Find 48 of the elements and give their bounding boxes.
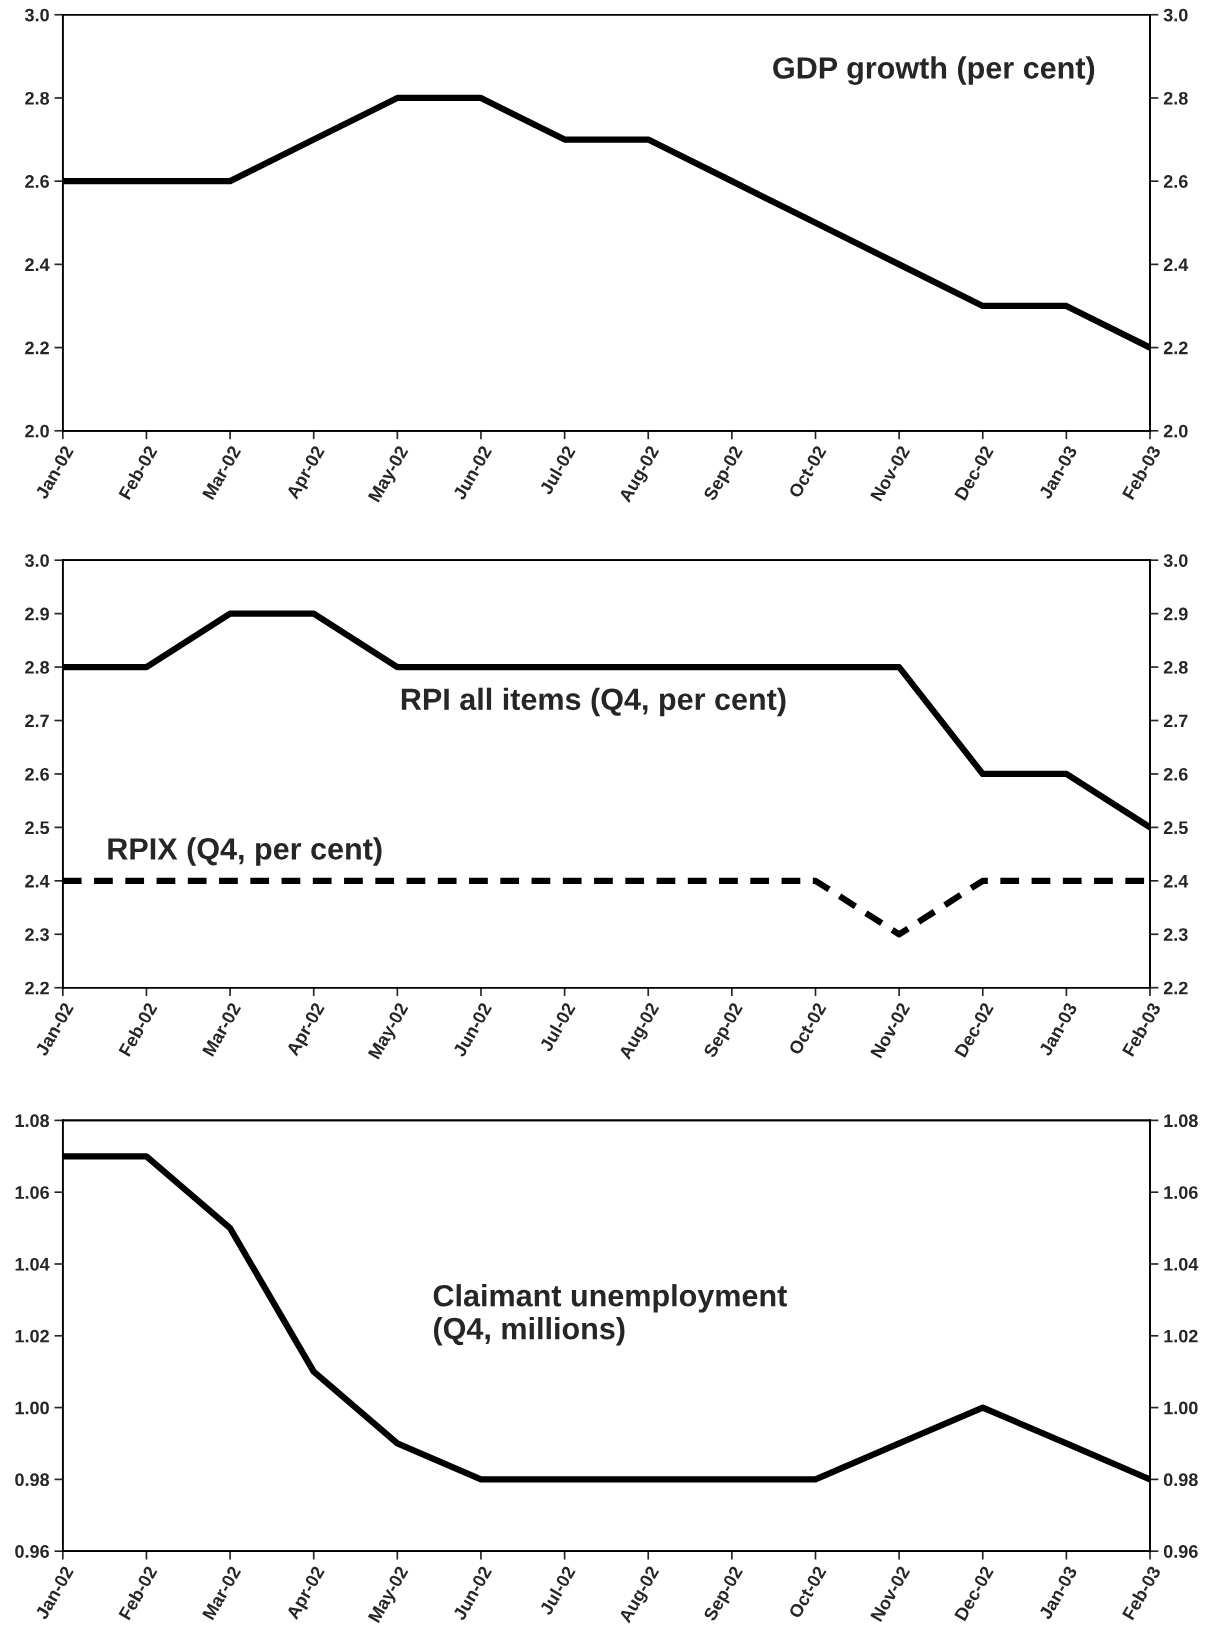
y2-tick-label: 2.6: [1163, 767, 1188, 781]
y2-tick-label: 0.96: [1163, 1545, 1198, 1558]
y2-tick-label: 2.5: [1163, 821, 1188, 835]
y-tick-label: 2.8: [25, 91, 50, 105]
y2-tick-label: 1.04: [1164, 1257, 1199, 1271]
y-tick-label: 2.2: [25, 981, 49, 995]
y-tick-label: 1.06: [15, 1186, 49, 1199]
text: Claimant unemployment (Q4, millions): [433, 1284, 787, 1346]
y-tick-label: 2.8: [25, 661, 50, 674]
y2-tick-label: 3.0: [1163, 8, 1188, 22]
y-tick-label: 2.4: [25, 258, 50, 271]
series-label: RPI all items (Q4, per cent): [401, 687, 786, 717]
y-tick-label: 2.6: [25, 767, 49, 781]
y-tick-label: 2.7: [25, 714, 49, 728]
series-label: RPIX (Q4, per cent): [108, 837, 382, 866]
y2-tick-label: 2.2: [1163, 341, 1188, 355]
y-tick-label: 0.96: [15, 1545, 49, 1558]
y2-tick-label: 1.06: [1164, 1186, 1198, 1199]
y-tick-label: 2.4: [25, 874, 50, 888]
text: GDP growth (per cent): [773, 56, 1095, 85]
y-tick-label: 3.0: [24, 554, 49, 567]
y2-tick-label: 2.7: [1163, 714, 1188, 728]
y2-tick-label: 2.4: [1163, 258, 1189, 271]
y-tick-label: 1.08: [15, 1114, 50, 1128]
y2-tick-label: 3.0: [1163, 554, 1188, 567]
y2-tick-label: 2.2: [1163, 981, 1188, 995]
y-tick-label: 2.9: [25, 607, 49, 621]
y2-tick-label: 2.4: [1163, 874, 1189, 888]
y2-tick-label: 0.98: [1163, 1473, 1198, 1487]
y-tick-label: 2.5: [25, 821, 50, 835]
y-tick-label: 1.00: [15, 1401, 49, 1415]
y2-tick-label: 2.8: [1163, 91, 1188, 105]
y2-tick-label: 1.08: [1164, 1114, 1198, 1128]
y2-tick-label: 2.3: [1163, 928, 1188, 942]
y-tick-label: 2.2: [25, 341, 49, 355]
y-tick-label: 3.0: [24, 8, 49, 22]
y-tick-label: 1.04: [15, 1257, 50, 1271]
y-tick-label: 2.6: [25, 175, 49, 188]
y2-tick-label: 2.8: [1163, 661, 1188, 674]
y2-tick-label: 2.6: [1163, 175, 1188, 188]
y2-tick-label: 2.0: [1163, 424, 1188, 438]
y-tick-label: 2.0: [25, 424, 49, 438]
y-tick-label: 1.02: [15, 1329, 49, 1343]
y-tick-label: 0.98: [15, 1473, 50, 1487]
y2-tick-label: 2.9: [1163, 607, 1188, 621]
y2-tick-label: 1.00: [1164, 1401, 1198, 1415]
y2-tick-label: 1.02: [1164, 1329, 1198, 1343]
y-tick-label: 2.3: [25, 928, 49, 942]
